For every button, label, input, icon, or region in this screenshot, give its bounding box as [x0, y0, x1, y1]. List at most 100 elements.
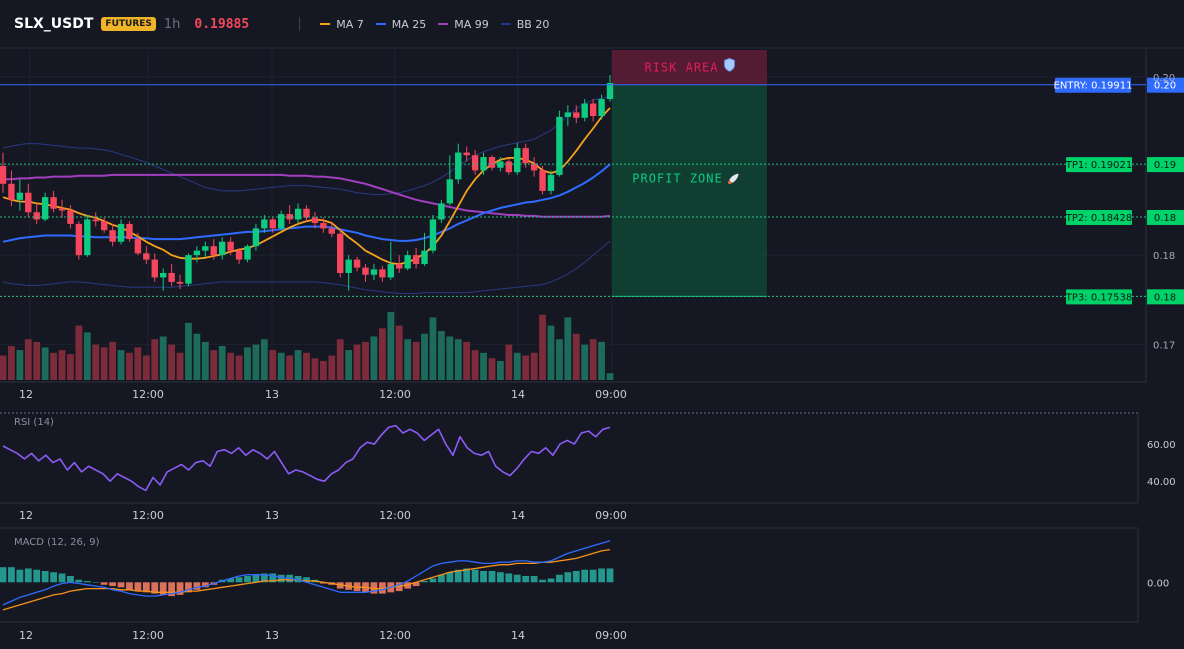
- candle-body: [185, 255, 192, 284]
- candle-body: [547, 174, 555, 191]
- macd-hist-bar: [437, 574, 445, 583]
- macd-hist-bar: [598, 568, 605, 583]
- candle-body: [100, 221, 108, 231]
- rocket-flame: [727, 180, 733, 185]
- macd-hist-bar: [83, 581, 91, 583]
- candle-body: [379, 269, 386, 278]
- candle-body: [202, 246, 209, 251]
- macd-hist-bar: [547, 578, 555, 583]
- target-tag-label: TP1: 0.19021: [1065, 160, 1132, 171]
- candle-body: [421, 250, 428, 265]
- volume-bar: [421, 333, 428, 380]
- grid-lines: [0, 47, 1184, 623]
- macd-hist-bar: [201, 582, 209, 588]
- rsi-tick-label: 40.00: [1147, 477, 1176, 488]
- macd-hist-bar: [185, 582, 192, 593]
- rocket-icon: [727, 173, 739, 185]
- candle-body: [606, 83, 614, 100]
- target-axis-label: 0.19: [1154, 160, 1176, 171]
- macd-hist-bar: [564, 572, 572, 583]
- macd-pane: MACD (12, 26, 9) 0.00: [0, 537, 1169, 611]
- ma25-line: [2, 163, 611, 243]
- profit-zone-label: PROFIT ZONE: [632, 172, 722, 186]
- target-tag: [1066, 157, 1132, 173]
- volume-bar: [530, 352, 538, 380]
- candle-body: [25, 192, 32, 213]
- candle-body: [463, 152, 470, 156]
- time-tick-label: 09:00: [595, 388, 627, 401]
- candle-body: [396, 264, 403, 269]
- candle-body: [362, 267, 369, 275]
- chart-header: SLX_USDT FUTURES 1h 0.19885 MA 7 MA 25 M…: [0, 0, 1184, 48]
- main-pane-bg: [0, 48, 1146, 382]
- candle-body: [269, 219, 276, 229]
- macd-hist-bar: [67, 576, 74, 583]
- volume-bar: [446, 336, 454, 380]
- macd-hist-bar: [505, 573, 513, 583]
- legend-label: MA 7: [336, 17, 364, 31]
- candle-body: [303, 208, 310, 218]
- candle-body: [328, 228, 335, 234]
- volume-bar: [539, 314, 546, 380]
- candle-body: [320, 223, 327, 229]
- macd-hist-bar: [252, 574, 260, 583]
- macd-hist-bar: [539, 579, 546, 583]
- volume-bar: [471, 350, 479, 380]
- volume-bar: [395, 325, 403, 380]
- candle-body: [429, 219, 437, 251]
- candle-body: [337, 233, 344, 273]
- price-tick-label: 0.17: [1153, 340, 1175, 351]
- bollinger-bands: [2, 95, 611, 294]
- macd-hist-bar: [151, 582, 159, 594]
- macd-hist-bar: [378, 582, 386, 594]
- candle-body: [387, 264, 395, 278]
- volume-bar: [159, 336, 167, 380]
- candle-body: [412, 255, 420, 265]
- candle-body: [311, 217, 319, 224]
- macd-label: MACD (12, 26, 9): [14, 537, 100, 548]
- volume-bar: [505, 344, 513, 380]
- shield-icon: [724, 57, 735, 72]
- candle-body: [75, 223, 83, 256]
- candle-body: [50, 197, 57, 209]
- volume-bar: [328, 355, 336, 380]
- volume-bar: [50, 352, 57, 380]
- macd-hist-bar: [235, 577, 243, 583]
- time-tick-label: 13: [265, 629, 279, 642]
- symbol-label[interactable]: SLX_USDT: [14, 16, 94, 32]
- last-price: 0.19885: [194, 16, 250, 32]
- legend-label: BB 20: [516, 17, 550, 31]
- macd-hist-bar: [471, 569, 479, 583]
- candle-body: [539, 170, 546, 191]
- macd-hist-bar: [606, 568, 614, 583]
- legend-ma99[interactable]: MA 99: [438, 18, 489, 31]
- time-tick-label: 12: [19, 509, 33, 522]
- legend-ma7[interactable]: MA 7: [320, 18, 364, 31]
- candle-body: [404, 255, 411, 269]
- timeframe-label[interactable]: 1h: [163, 16, 181, 32]
- volume-bar: [547, 325, 555, 380]
- volume-bar: [269, 350, 277, 380]
- macd-hist-bar: [589, 569, 597, 583]
- candle-body: [151, 259, 158, 278]
- macd-tick-label: 0.00: [1147, 578, 1169, 589]
- legend-swatch: [438, 23, 449, 25]
- target-tag: [1066, 209, 1132, 225]
- legend-bb20[interactable]: BB 20: [500, 17, 550, 31]
- macd-hist-bar: [572, 570, 580, 583]
- candle-body: [294, 208, 302, 220]
- candle-body: [210, 246, 217, 256]
- candle-body: [16, 192, 24, 200]
- time-tick-label: 12:00: [132, 629, 164, 642]
- volume-bar: [311, 358, 319, 380]
- target-axis-tag: [1147, 289, 1184, 305]
- volume-bar: [463, 341, 471, 380]
- macd-hist-bar: [24, 568, 32, 583]
- macd-hist-bar: [463, 568, 471, 583]
- entry-tag: [1055, 77, 1131, 93]
- volume-bar: [252, 344, 260, 380]
- candle-body: [176, 281, 184, 284]
- volume-bar: [100, 347, 108, 380]
- legend-ma25[interactable]: MA 25: [375, 18, 426, 31]
